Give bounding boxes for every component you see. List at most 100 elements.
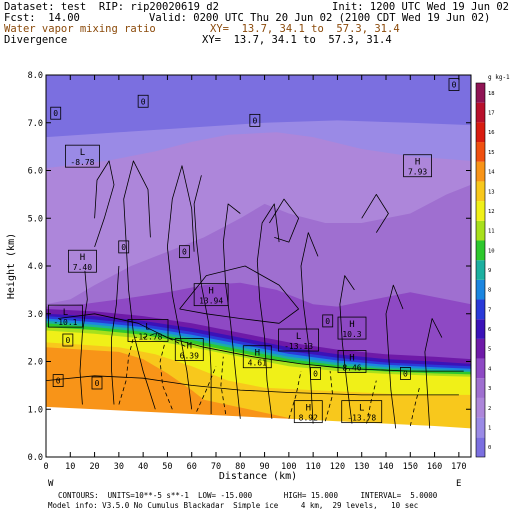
- contour-info: CONTOURS: UNITS=10**-5 s**-1 LOW= -15.00…: [58, 491, 438, 500]
- extremum-letter-9: H: [208, 287, 213, 297]
- zero-label-0: 0: [452, 81, 457, 90]
- contour-line-8: [339, 275, 355, 424]
- contour-line-13: [361, 193, 389, 233]
- colorbar-label-1: 1: [488, 425, 491, 431]
- colorbar-swatch-15: [476, 142, 485, 162]
- extremum-value-5: 7.93: [408, 168, 427, 177]
- extremum-value-23: 8.92: [299, 414, 318, 423]
- negative-contour-8: [142, 332, 188, 348]
- colorbar-label-0: 0: [488, 445, 491, 451]
- zero-label-20: 0: [403, 369, 408, 378]
- negative-contour-7: [409, 385, 421, 427]
- x-tick-label-12: 120: [330, 462, 345, 472]
- contour-line-0: [79, 270, 88, 405]
- zero-box-19: [310, 367, 321, 380]
- label-box-16: [337, 316, 367, 340]
- extremum-letter-11: L: [145, 322, 150, 332]
- extremum-letter-16: H: [349, 320, 354, 330]
- zero-label-21: 0: [56, 377, 61, 386]
- x-tick-label-8: 80: [235, 462, 245, 472]
- extremum-value-18: 8.46: [342, 364, 361, 373]
- forecast-hour-label: Fcst: 14.00: [4, 12, 80, 24]
- colorbar-swatch-5: [476, 338, 485, 359]
- label-box-9: [193, 283, 229, 307]
- y-tick-label-0: 0.0: [28, 453, 43, 463]
- contour-line-12: [269, 198, 300, 243]
- colorbar-swatch-7: [476, 299, 485, 320]
- zero-box-15: [322, 314, 334, 328]
- contour-line-9: [385, 284, 404, 429]
- label-box-5: [403, 154, 432, 178]
- cross-section-xy-contoured: XY= 13.7, 34.1 to 57.3, 31.4: [202, 34, 392, 46]
- east-label: E: [456, 479, 461, 489]
- contour-line-1: [111, 265, 120, 405]
- x-tick-label-15: 150: [403, 462, 418, 472]
- zero-label-6: 0: [121, 243, 126, 252]
- x-tick-label-4: 40: [138, 462, 148, 472]
- zero-box-22: [91, 376, 103, 390]
- colorbar-swatch-8: [476, 279, 485, 300]
- x-tick-label-16: 160: [427, 462, 442, 472]
- extremum-letter-10: L: [63, 308, 68, 318]
- extremum-letter-18: H: [349, 354, 354, 364]
- init-time-label: Init: 1200 UTC Wed 19 Jun 02: [332, 1, 510, 13]
- colorbar-label-13: 13: [488, 189, 495, 195]
- zero-label-3: 0: [252, 116, 257, 125]
- zero-box-1: [50, 106, 62, 120]
- zero-box-2: [137, 94, 149, 108]
- zero-box-21: [52, 374, 64, 388]
- label-box-13: [174, 338, 204, 361]
- contour-line-10: [424, 318, 443, 429]
- y-axis-ticks: 0.0 1.0 2.0 3.0 4.0 5.0 6.0 7.0 8.0: [28, 71, 471, 463]
- label-box-14: [278, 328, 319, 352]
- colorbar-label-9: 9: [488, 268, 491, 274]
- colorbar-label-6: 6: [488, 327, 491, 333]
- extremum-value-14: -13.13: [284, 342, 313, 351]
- valid-time-label: Valid: 0200 UTC Thu 20 Jun 02 (2100 CDT …: [149, 12, 491, 24]
- contour-line-15: [58, 313, 464, 372]
- colorbar-swatch-2: [476, 397, 485, 418]
- terrain-fill: [46, 406, 471, 457]
- colorbar-label-7: 7: [488, 307, 491, 313]
- negative-contour-2: [196, 366, 217, 412]
- extremum-value-17: 4.61: [248, 359, 267, 368]
- zero-box-0: [448, 78, 460, 91]
- contour-line-11: [94, 160, 115, 248]
- x-tick-label-17: 170: [451, 462, 466, 472]
- colorbar-swatch-0: [476, 437, 485, 457]
- extremum-letter-24: L: [359, 404, 364, 414]
- contour-line-4: [193, 175, 212, 414]
- colorbar-swatch-13: [476, 181, 485, 202]
- contour-line-3: [166, 165, 195, 410]
- negative-contour-3: [220, 356, 227, 415]
- extremum-letter-8: H: [80, 253, 85, 263]
- contour-line-7: [300, 232, 319, 424]
- extremum-value-8: 7.40: [73, 263, 92, 272]
- negative-contour-0: [118, 337, 134, 405]
- colorbar-swatch-18: [476, 83, 485, 103]
- extremum-value-16: 10.3: [342, 330, 361, 339]
- label-box-18: [337, 350, 367, 373]
- contour-line-16: [46, 375, 459, 396]
- colorbar-swatch-3: [476, 378, 485, 398]
- zero-label-7: 0: [182, 248, 187, 257]
- colorbar-label-14: 14: [488, 170, 495, 176]
- x-tick-label-14: 140: [378, 462, 393, 472]
- zero-box-6: [118, 240, 130, 254]
- x-axis-title: Distance (km): [219, 471, 297, 482]
- mixing-ratio-shading: [46, 75, 471, 457]
- extremum-letter-5: H: [415, 158, 420, 168]
- y-tick-label-2: 2.0: [28, 358, 43, 368]
- x-tick-label-11: 110: [305, 462, 320, 472]
- extremum-letter-13: H: [187, 342, 192, 352]
- extremum-value-4: -8.78: [70, 158, 94, 167]
- colorbar-swatch-6: [476, 319, 485, 339]
- colorbar-swatch-16: [476, 122, 485, 143]
- colorbar-swatch-12: [476, 201, 485, 221]
- label-box-23: [293, 400, 323, 424]
- colorbar-label-4: 4: [488, 366, 492, 372]
